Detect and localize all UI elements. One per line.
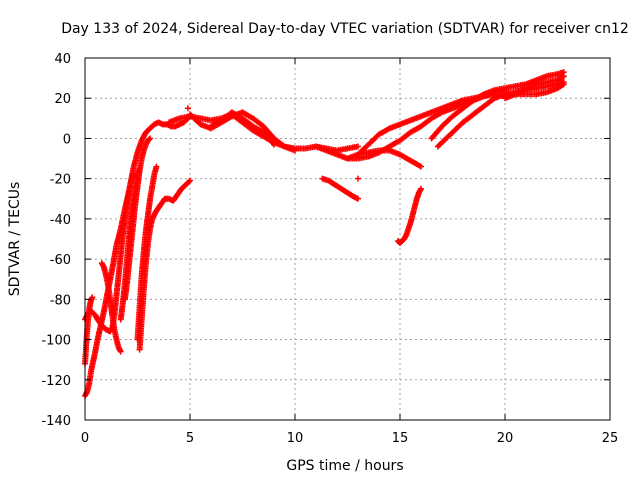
data-point	[560, 73, 567, 80]
y-tick-label: -120	[41, 374, 71, 389]
grid-lines	[85, 58, 610, 420]
y-tick-label: 40	[54, 52, 71, 67]
y-tick-label: 20	[54, 92, 71, 107]
data-point	[89, 294, 96, 301]
data-point	[355, 175, 361, 182]
chart-title: Day 133 of 2024, Sidereal Day-to-day VTE…	[61, 21, 629, 37]
y-tick-label: -60	[50, 253, 71, 268]
y-tick-label: -80	[50, 293, 71, 308]
data-point	[292, 147, 298, 154]
y-axis-label: SDTVAR / TECUs	[7, 182, 23, 297]
x-tick-label: 0	[81, 431, 89, 446]
data-point	[560, 79, 567, 86]
data-point	[418, 185, 424, 192]
data-point	[355, 195, 361, 202]
data-point	[147, 135, 154, 142]
data-points	[82, 69, 567, 399]
data-point	[146, 136, 153, 143]
y-tick-label: -140	[41, 414, 71, 429]
data-point	[418, 163, 424, 170]
y-tick-label: -20	[50, 173, 71, 188]
x-tick-label: 10	[287, 431, 304, 446]
y-tick-label: -100	[41, 334, 71, 349]
data-point	[153, 163, 160, 170]
data-point	[185, 178, 192, 185]
x-tick-label: 25	[602, 431, 619, 446]
y-tick-label: 0	[63, 132, 71, 147]
data-point	[355, 143, 361, 150]
x-axis-ticks: 0 5 10 15 20 25	[81, 58, 618, 446]
y-tick-label: -40	[50, 213, 71, 228]
data-point	[271, 141, 277, 148]
data-point	[117, 348, 124, 355]
x-tick-label: 20	[497, 431, 514, 446]
data-point	[187, 177, 193, 184]
data-point	[184, 105, 191, 112]
x-axis-label: GPS time / hours	[286, 458, 403, 474]
y-axis-ticks: -140 -120 -100 -80 -60 -40 -20 0 20 40	[41, 52, 610, 429]
x-tick-label: 5	[186, 431, 194, 446]
plot-frame	[84, 57, 611, 421]
x-tick-label: 15	[392, 431, 409, 446]
